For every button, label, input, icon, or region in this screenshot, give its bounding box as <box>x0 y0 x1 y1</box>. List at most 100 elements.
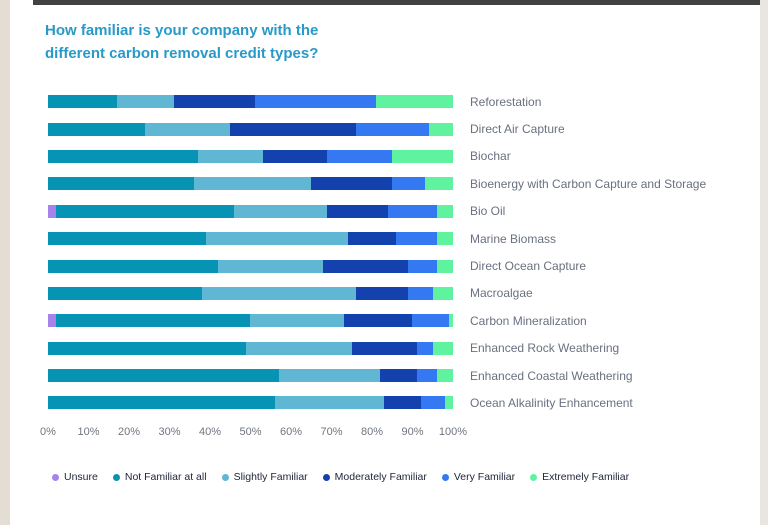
bar-segment <box>408 259 437 273</box>
bar-segment <box>432 286 453 300</box>
bar-segment <box>56 204 235 218</box>
bar-segment <box>384 396 421 410</box>
bar-segment <box>311 177 393 191</box>
bar-segment <box>246 341 352 355</box>
bar-segment <box>254 95 377 109</box>
legend: Unsure Not Familiar at all Slightly Famili… <box>52 471 732 483</box>
x-axis-tick: 80% <box>360 426 384 438</box>
bar-segment <box>347 232 397 246</box>
bar-segment <box>48 286 202 300</box>
bar-segment <box>48 149 198 163</box>
stacked-bar <box>48 204 453 218</box>
bar-segment <box>396 232 437 246</box>
legend-label: Slightly Familiar <box>233 471 308 483</box>
chart-row: Direct Ocean Capture <box>48 252 758 279</box>
bar-segment <box>327 204 389 218</box>
chart-row: Enhanced Rock Weathering <box>48 335 758 362</box>
bar-segment <box>392 177 425 191</box>
bar-segment <box>278 369 381 383</box>
category-label: Enhanced Rock Weathering <box>470 341 620 356</box>
chart-row: Direct Air Capture <box>48 115 758 142</box>
bar-segment <box>420 396 445 410</box>
legend-item: Very Familiar <box>441 471 516 483</box>
chart-row: Carbon Mineralization <box>48 307 758 334</box>
chart-row: Bio Oil <box>48 198 758 225</box>
bar-segment <box>145 122 231 136</box>
category-label: Biochar <box>470 149 511 164</box>
category-label: Bioenergy with Carbon Capture and Storag… <box>470 176 707 191</box>
legend-dot-icon <box>112 473 120 481</box>
bar-segment <box>48 259 219 273</box>
bar-segment <box>230 122 356 136</box>
bar-segment <box>116 95 174 109</box>
x-axis-tick: 70% <box>320 426 343 438</box>
x-axis-tick: 90% <box>401 426 424 438</box>
stacked-bar <box>48 122 453 136</box>
chart-title-line2: different carbon removal credit types? <box>45 44 319 62</box>
x-axis-tick: 0% <box>40 426 56 438</box>
category-label: Macroalgae <box>470 286 533 301</box>
bar-segment <box>56 314 251 328</box>
stacked-bar <box>48 177 453 191</box>
bar-segment <box>201 286 356 300</box>
legend-item: Unsure <box>52 471 98 483</box>
legend-dot-icon <box>441 473 449 481</box>
bar-segment <box>327 149 393 163</box>
chart-row: Ocean Alkalinity Enhancement <box>48 389 758 416</box>
stacked-bar <box>48 95 453 109</box>
bar-segment <box>173 95 255 109</box>
stacked-bar <box>48 232 453 246</box>
bar-segment <box>436 369 453 383</box>
chart-rows: Reforestation Direct Air Capture Biochar Bi… <box>48 88 758 417</box>
stacked-bar <box>48 314 453 328</box>
left-edge-strip <box>0 0 10 525</box>
stacked-bar <box>48 149 453 163</box>
bar-segment <box>343 314 413 328</box>
chart-row: Reforestation <box>48 88 758 115</box>
legend-label: Moderately Familiar <box>334 471 427 483</box>
x-axis-tick: 60% <box>279 426 303 438</box>
bar-segment <box>408 286 433 300</box>
legend-dot-icon <box>52 473 59 481</box>
bar-segment <box>323 259 409 273</box>
bar-segment <box>48 396 275 410</box>
bar-segment <box>388 204 437 218</box>
category-label: Reforestation <box>470 94 542 109</box>
bar-segment <box>234 204 328 218</box>
legend-label: Very Familiar <box>453 471 516 483</box>
bar-segment <box>48 232 206 246</box>
x-axis-tick: 100% <box>438 426 468 438</box>
x-axis: 0% 10% 20% 30% 40% 50% 60% 70% 80% 90% 100% <box>40 426 467 442</box>
bar-segment <box>48 122 146 136</box>
legend-label: Unsure <box>64 471 98 483</box>
bar-segment <box>48 369 279 383</box>
bar-segment <box>262 149 328 163</box>
legend-item: Moderately Familiar <box>322 471 427 483</box>
bar-segment <box>48 204 57 218</box>
bar-segment <box>436 232 453 246</box>
bar-segment <box>355 122 429 136</box>
chart-row: Macroalgae <box>48 280 758 307</box>
category-label: Bio Oil <box>470 204 506 219</box>
right-edge-strip <box>760 0 768 525</box>
bar-segment <box>218 259 324 273</box>
category-label: Direct Air Capture <box>470 122 565 137</box>
stacked-bar <box>48 396 453 410</box>
bar-segment <box>48 341 247 355</box>
x-axis-tick: 30% <box>158 426 181 438</box>
bar-segment <box>250 314 344 328</box>
bar-segment <box>412 314 449 328</box>
stacked-bar <box>48 341 453 355</box>
x-axis-tick: 50% <box>239 426 262 438</box>
bar-segment <box>48 95 117 109</box>
legend-dot-icon <box>221 473 229 481</box>
bar-segment <box>351 341 417 355</box>
bar-segment <box>376 95 453 109</box>
stacked-bar <box>48 286 453 300</box>
bar-segment <box>428 122 453 136</box>
legend-label: Not Familiar at all <box>124 471 207 483</box>
category-label: Carbon Mineralization <box>470 313 587 328</box>
top-edge-strip <box>33 0 768 5</box>
bar-segment <box>193 177 312 191</box>
